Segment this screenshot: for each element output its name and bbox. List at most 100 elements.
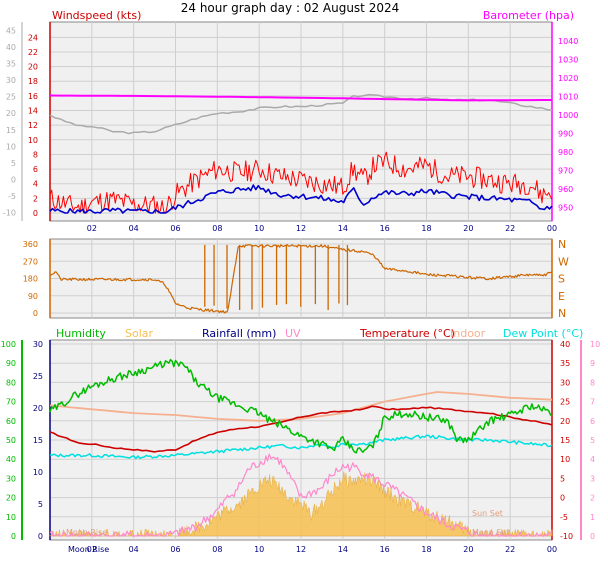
- wind-tick-label: 4: [33, 180, 38, 189]
- uv-tick-label: 9: [590, 359, 595, 368]
- temperature-tick-label: 25: [560, 398, 570, 407]
- temp-outer-tick-label: 5: [11, 159, 16, 168]
- wind-x-tick-label: 16: [380, 224, 390, 233]
- humidity-tick-label: 40: [6, 455, 16, 464]
- wind-x-tick-label: 04: [129, 224, 139, 233]
- humidity-tick-label: 30: [6, 474, 16, 483]
- uv-tick-label: 2: [590, 494, 595, 503]
- climate-x-tick-label: 22: [505, 545, 515, 554]
- wind-x-tick-label: 10: [254, 224, 264, 233]
- rain-tick-label: 0: [38, 532, 43, 541]
- baro-tick-label: 1030: [558, 55, 578, 64]
- climate-x-tick-label: 18: [421, 545, 431, 554]
- baro-tick-label: 970: [558, 167, 573, 176]
- temperature-series-line: [49, 405, 553, 453]
- humidity-series-line: [49, 358, 553, 454]
- temperature-tick-label: 40: [560, 340, 570, 349]
- rain-tick-label: 30: [33, 340, 43, 349]
- legend-entry: Humidity: [56, 327, 106, 340]
- compass-tick-label: N: [558, 307, 566, 320]
- wind-x-tick-label: 08: [212, 224, 222, 233]
- direction-tick-label: 270: [23, 257, 38, 266]
- humidity-tick-label: 60: [6, 417, 16, 426]
- humidity-tick-label: 10: [6, 513, 16, 522]
- uv-tick-label: 3: [590, 474, 595, 483]
- wind-x-tick-label: 12: [296, 224, 306, 233]
- wind-tick-label: 24: [28, 33, 38, 42]
- temperature-tick-label: -10: [560, 532, 573, 541]
- baro-tick-label: 980: [558, 148, 573, 157]
- baro-axis-label: Barometer (hpa): [483, 9, 574, 22]
- annotation-sun-set: Sun Set: [472, 509, 503, 518]
- direction-tick-label: 180: [23, 275, 38, 284]
- wind-tick-label: 8: [33, 150, 38, 159]
- temp-outer-tick-label: 30: [6, 76, 16, 85]
- chart-title: 24 hour graph day : 02 August 2024: [181, 1, 400, 15]
- wind-tick-label: 6: [33, 165, 38, 174]
- temperature-tick-label: -5: [560, 513, 568, 522]
- humidity-tick-label: 100: [1, 340, 16, 349]
- uv-tick-label: 8: [590, 378, 595, 387]
- temp-outer-tick-label: 35: [6, 60, 16, 69]
- humidity-tick-label: 80: [6, 378, 16, 387]
- temp-outer-tick-label: 25: [6, 93, 16, 102]
- legend-entry: Temperature (°C): [359, 327, 455, 340]
- uv-tick-label: 7: [590, 398, 595, 407]
- temp-outer-tick-label: 20: [6, 109, 16, 118]
- baro-tick-label: 1000: [558, 111, 578, 120]
- compass-tick-label: N: [558, 238, 566, 251]
- rain-tick-label: 5: [38, 500, 43, 509]
- temp-outer-tick-label: 0: [11, 175, 16, 184]
- legend-entry: Indoor: [450, 327, 486, 340]
- climate-x-tick-label: 14: [338, 545, 348, 554]
- uv-tick-label: 4: [590, 455, 595, 464]
- temp-outer-tick-label: 10: [6, 142, 16, 151]
- uv-tick-label: 0: [590, 532, 595, 541]
- humidity-tick-label: 70: [6, 398, 16, 407]
- wind-tick-label: 12: [28, 121, 38, 130]
- wind-tick-label: 10: [28, 136, 38, 145]
- rain-tick-label: 25: [33, 372, 43, 381]
- temp-outer-tick-label: -10: [3, 208, 16, 217]
- direction-tick-label: 90: [28, 292, 38, 301]
- wind-tick-label: 2: [33, 194, 38, 203]
- temperature-tick-label: 15: [560, 436, 570, 445]
- uv-tick-label: 5: [590, 436, 595, 445]
- wind-x-tick-label: 02: [87, 224, 97, 233]
- baro-tick-label: 1040: [558, 37, 578, 46]
- temperature-tick-label: 10: [560, 455, 570, 464]
- indoor-series-line: [49, 391, 553, 422]
- climate-x-tick-label: 16: [380, 545, 390, 554]
- temperature-tick-label: 0: [560, 494, 565, 503]
- humidity-tick-label: 90: [6, 359, 16, 368]
- temp-outer-tick-label: 40: [6, 43, 16, 52]
- humidity-tick-label: 0: [11, 532, 16, 541]
- wind-x-tick-label: 06: [170, 224, 180, 233]
- barometer-series-line: [49, 94, 552, 102]
- legend-entry: Solar: [125, 327, 154, 340]
- wind-x-tick-label: 20: [463, 224, 473, 233]
- baro-tick-label: 960: [558, 185, 573, 194]
- temp-outer-tick-label: 15: [6, 126, 16, 135]
- baro-tick-label: 1020: [558, 74, 578, 83]
- legend-entry: Dew Point (°C): [503, 327, 583, 340]
- wind-tick-label: 22: [28, 48, 38, 57]
- uv-tick-label: 6: [590, 417, 595, 426]
- legend-entry: Rainfall (mm): [202, 327, 276, 340]
- humidity-temp-panel: 1009080706050403020100302520151050403530…: [1, 327, 600, 554]
- baro-tick-label: 1010: [558, 92, 578, 101]
- temperature-tick-label: 35: [560, 359, 570, 368]
- humidity-tick-label: 20: [6, 494, 16, 503]
- solar-series-area: [49, 471, 553, 538]
- rain-tick-label: 10: [33, 468, 43, 477]
- legend-entry: UV: [285, 327, 301, 340]
- wind-baro-panel: Windspeed (kts) Barometer (hpa)2422201816…: [3, 9, 578, 233]
- climate-x-tick-label: 04: [129, 545, 139, 554]
- wind-x-tick-label: 18: [421, 224, 431, 233]
- wind-tick-label: 18: [28, 77, 38, 86]
- baro-tick-label: 990: [558, 130, 573, 139]
- temp-outer-tick-label: -5: [8, 192, 16, 201]
- wind-x-tick-label: 00: [547, 224, 557, 233]
